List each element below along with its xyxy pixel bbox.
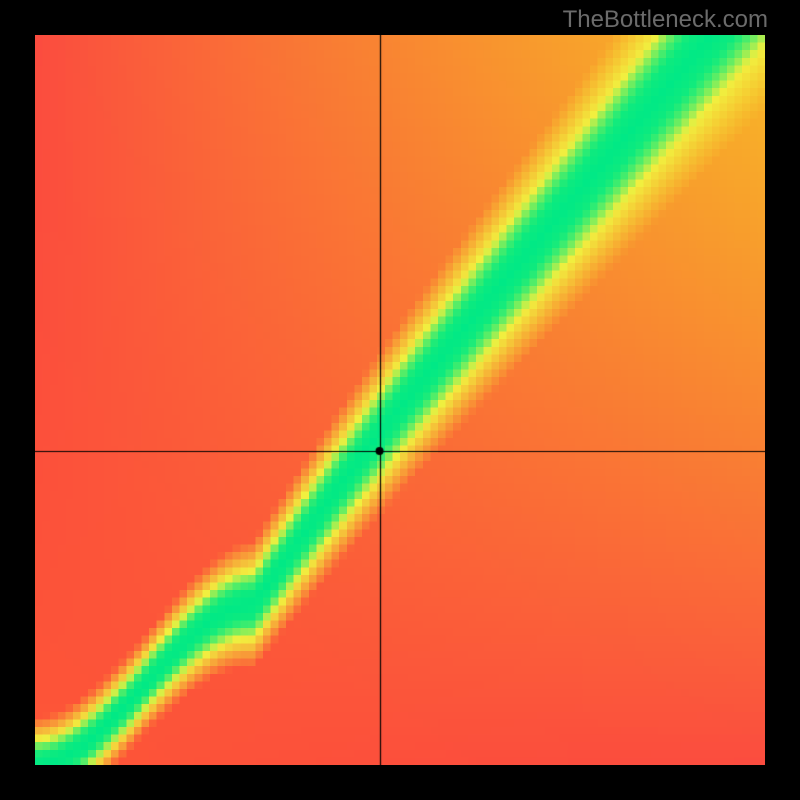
crosshair-overlay [35,35,765,765]
watermark-text: TheBottleneck.com [563,6,768,34]
chart-frame: { "watermark": "TheBottleneck.com", "hea… [0,0,800,800]
